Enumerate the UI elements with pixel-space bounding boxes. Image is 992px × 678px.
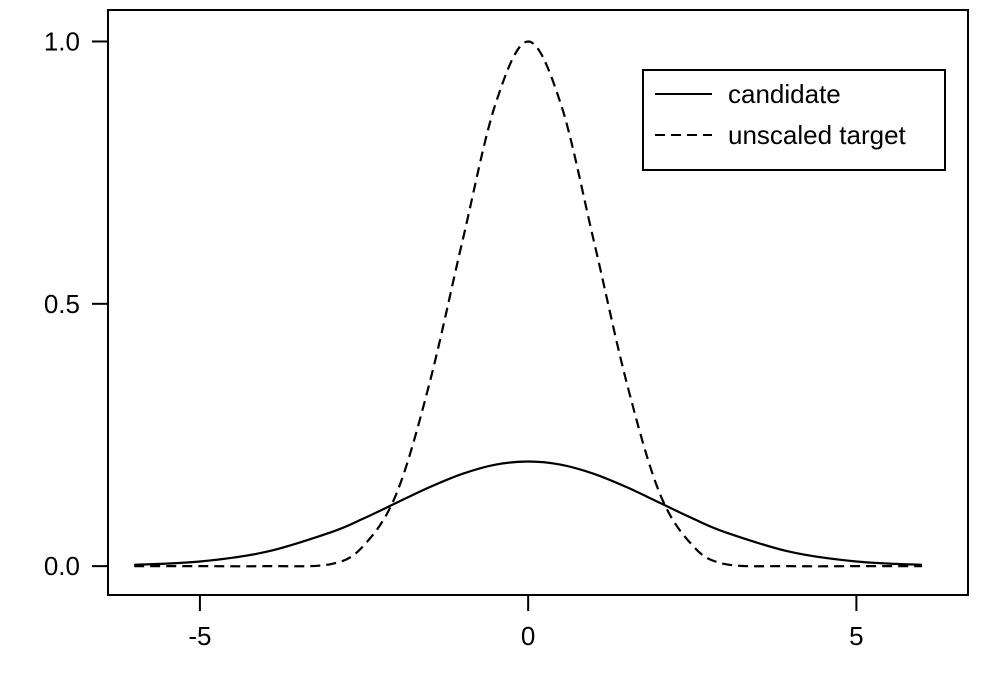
y-tick-label: 0.0 [44,551,80,581]
y-axis: 0.0 0.5 1.0 [44,26,108,581]
x-tick-label: 5 [849,621,863,651]
plot-frame [107,9,969,596]
legend-label-candidate: candidate [728,79,841,109]
series-layer [134,40,923,568]
y-tick-label: 1.0 [44,26,80,56]
x-tick-label: -5 [188,621,211,651]
legend: candidate unscaled target [642,69,946,171]
x-tick-label: 0 [521,621,535,651]
series-line-candidate [134,460,923,566]
y-tick-label: 0.5 [44,289,80,319]
legend-label-unscaled-target: unscaled target [728,120,907,150]
legend-box [642,69,946,171]
series-line-unscaled-target [134,40,923,568]
x-axis: -5 0 5 [188,595,864,651]
